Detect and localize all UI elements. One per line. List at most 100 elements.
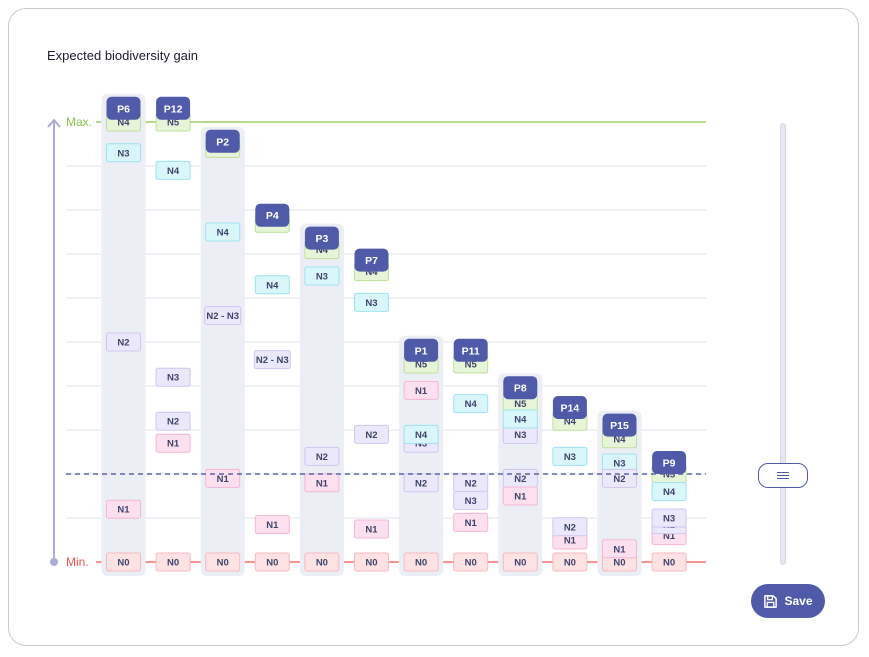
item-label: N0: [415, 558, 427, 569]
item-box: [552, 446, 588, 466]
item-box: [106, 143, 141, 163]
column-header-label: P12: [164, 103, 183, 115]
item-box: [204, 306, 242, 326]
item-box: [403, 424, 439, 444]
item-label: N4: [117, 118, 130, 129]
item-label: N3: [564, 452, 576, 463]
item-label: N0: [167, 558, 179, 569]
item-label: N1: [316, 478, 329, 489]
column-p9: N5N4N1N2N3N0P9: [651, 451, 687, 572]
item-box: [453, 512, 489, 532]
item-label: N4: [564, 417, 577, 428]
item-label: N5: [465, 360, 478, 371]
column-header-label: P15: [610, 420, 629, 432]
item-label: N1: [564, 536, 577, 547]
item-box: [155, 433, 191, 453]
item-box: [651, 508, 687, 528]
item-label: N4: [167, 166, 180, 177]
item-label: N4: [316, 245, 329, 256]
item-box: [106, 552, 141, 572]
item-box: [254, 275, 290, 295]
item-label: N3: [514, 430, 526, 441]
item-label: N2: [415, 478, 427, 489]
item-label: N2: [564, 522, 576, 533]
column-background: [597, 410, 642, 576]
save-button-label: Save: [784, 594, 813, 608]
item-label: N4: [217, 228, 230, 239]
item-box: [304, 552, 340, 572]
item-box: [304, 446, 340, 466]
item-label: N4: [465, 399, 478, 410]
threshold-slider-handle[interactable]: [758, 463, 808, 488]
column-p14: N4 N3 N1 N2 N0 P14: [552, 396, 588, 572]
item-label: N2: [365, 430, 377, 441]
save-button[interactable]: Save: [751, 584, 825, 618]
column-header-label: P6: [117, 103, 130, 115]
column-header: [205, 129, 240, 153]
item-label: N1: [663, 531, 676, 542]
item-label: N2: [514, 474, 526, 485]
item-box: [253, 350, 291, 370]
floppy-disk-icon: [764, 594, 778, 608]
item-label: N4: [514, 415, 527, 426]
item-label: N4: [266, 280, 279, 291]
column-header: [503, 376, 538, 400]
item-box: [453, 394, 489, 414]
column-header-label: P9: [663, 458, 676, 470]
item-label: N5: [167, 118, 180, 129]
item-label: N0: [514, 558, 526, 569]
item-box: [354, 552, 389, 572]
threshold-slider-track[interactable]: [780, 123, 786, 565]
item-label: N3: [613, 459, 625, 470]
column-header: [106, 96, 141, 120]
item-label: N0: [613, 558, 625, 569]
item-label: N3: [663, 514, 675, 525]
column-header-label: P14: [561, 403, 580, 415]
column-header-label: P4: [266, 210, 279, 222]
y-axis-min-label: Min.: [66, 555, 89, 569]
item-label: N0: [217, 558, 229, 569]
item-box: [254, 515, 290, 535]
item-label: N1: [465, 518, 478, 529]
item-label: N1: [415, 386, 428, 397]
item-label: N1: [217, 474, 230, 485]
column-p11: N5 N4 N2 N3 N1 N0 P11: [453, 338, 489, 572]
item-label: N4: [365, 267, 378, 278]
item-box: [155, 160, 191, 180]
column-p6: N4 N3 N2 N1 N0 P6: [101, 93, 146, 577]
item-label: N2: [316, 452, 328, 463]
item-label: N3: [117, 148, 129, 159]
column-header-label: P8: [514, 383, 527, 395]
item-box: [106, 332, 141, 352]
item-label: N0: [465, 558, 477, 569]
item-box: [502, 552, 538, 572]
item-box: [155, 552, 191, 572]
item-label: N3: [316, 272, 328, 283]
item-box: [304, 266, 340, 286]
item-label: N0: [117, 558, 129, 569]
column-header: [552, 396, 587, 419]
item-box: [552, 552, 588, 572]
item-box: [502, 486, 538, 506]
item-label: N2 - N3: [206, 311, 239, 322]
column-header-label: P1: [415, 345, 428, 357]
item-box: [403, 552, 439, 572]
item-label: N2: [167, 417, 179, 428]
column-header: [602, 413, 637, 437]
item-label: N2: [613, 474, 625, 485]
item-label: N0: [316, 558, 328, 569]
y-axis-arrow-icon: [47, 118, 61, 128]
item-box: [205, 222, 241, 242]
column-header: [354, 248, 389, 272]
column-header-label: P3: [315, 233, 328, 245]
item-box: [453, 490, 489, 510]
column-header: [652, 451, 687, 474]
item-label: N1: [266, 520, 279, 531]
item-box: [106, 499, 141, 519]
item-label: N1: [167, 439, 180, 450]
y-axis-max-label: Max.: [66, 115, 92, 129]
item-label: N2 - N3: [256, 355, 289, 366]
